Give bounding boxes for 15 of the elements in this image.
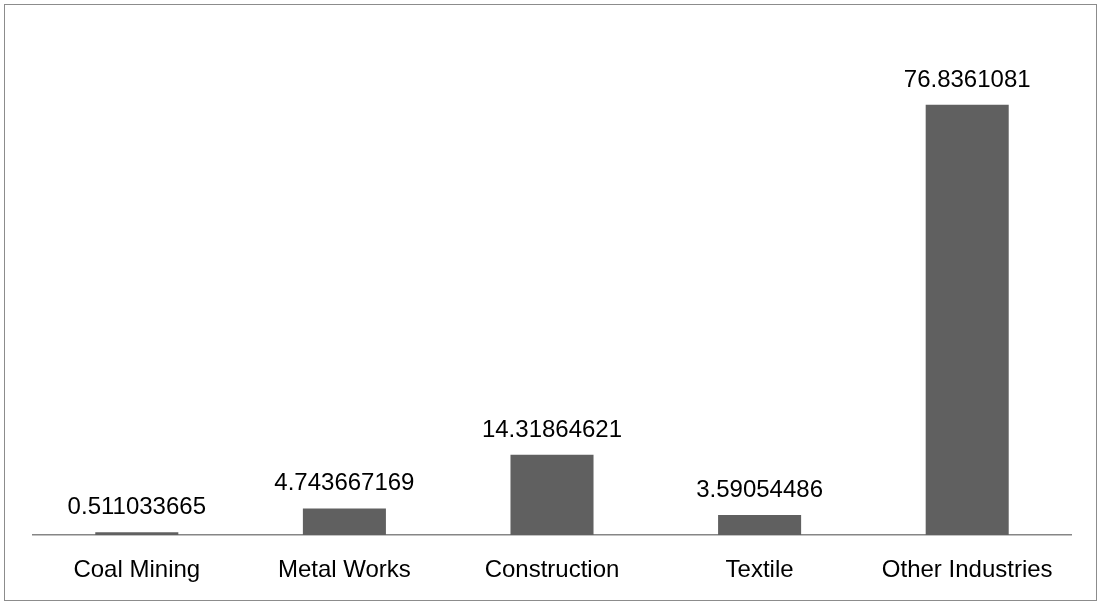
x-tick-label: Coal Mining <box>73 555 201 583</box>
data-label: 0.511033665 <box>67 492 206 520</box>
x-tick-label: Other Industries <box>881 555 1053 583</box>
data-label: 4.743667169 <box>274 468 415 496</box>
bar <box>925 104 1009 535</box>
bar <box>302 508 386 535</box>
data-label: 3.59054486 <box>696 474 823 502</box>
x-tick-label: Construction <box>484 555 620 583</box>
bar <box>95 532 179 535</box>
x-tick-label: Textile <box>725 555 794 583</box>
bar <box>510 454 594 535</box>
data-label: 76.8361081 <box>903 64 1031 92</box>
bar <box>718 514 802 535</box>
data-label: 14.31864621 <box>481 414 623 442</box>
x-tick-label: Metal Works <box>277 555 411 583</box>
